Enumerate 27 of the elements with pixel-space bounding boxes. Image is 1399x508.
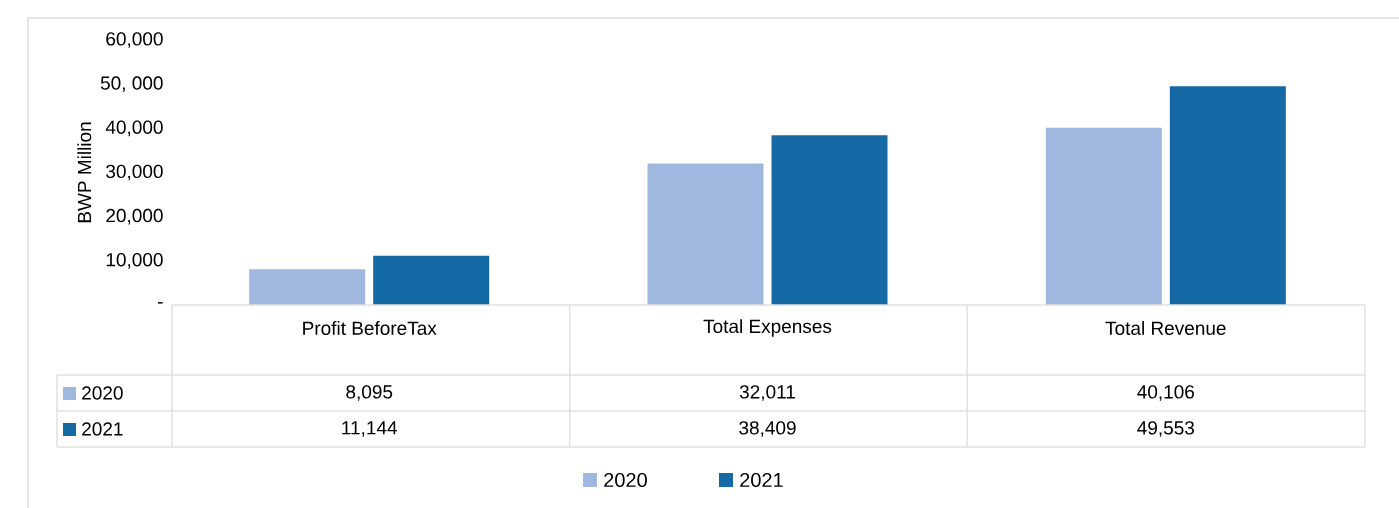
data-label: 38,409 bbox=[739, 421, 796, 437]
bar bbox=[647, 163, 764, 305]
y-axis-title: BWP Million bbox=[77, 122, 92, 223]
data-label: 8,095 bbox=[346, 385, 393, 401]
y-tick-label: 50, 000 bbox=[100, 76, 163, 93]
legend-label: 2021 bbox=[740, 472, 783, 488]
x-tick-label: Total Expenses bbox=[703, 319, 832, 337]
x-tick-label: Total Revenue bbox=[1105, 321, 1226, 335]
bar bbox=[1169, 86, 1286, 305]
text: 2020 bbox=[604, 472, 647, 488]
y-tick-label: 60,000 bbox=[106, 32, 163, 48]
y-tick-label: 30,000 bbox=[106, 164, 163, 181]
data-label: 49,553 bbox=[1137, 421, 1195, 437]
legend-label: 2020 bbox=[82, 386, 123, 400]
x-tick-label: Profit BeforeTax bbox=[303, 321, 437, 335]
y-tick-label: - bbox=[158, 302, 163, 304]
data-label: 40,106 bbox=[1137, 385, 1195, 401]
y-tick-label: 20,000 bbox=[106, 208, 163, 225]
bar bbox=[373, 255, 490, 305]
y-tick-label: 10,000 bbox=[106, 252, 163, 269]
y-tick-label: 40,000 bbox=[105, 120, 163, 137]
bar bbox=[1045, 127, 1162, 305]
bar bbox=[771, 135, 888, 305]
bar bbox=[249, 269, 366, 305]
text: 2021 bbox=[82, 422, 123, 436]
data-label: 32,011 bbox=[739, 385, 795, 401]
data-label: 11,144 bbox=[342, 421, 397, 437]
